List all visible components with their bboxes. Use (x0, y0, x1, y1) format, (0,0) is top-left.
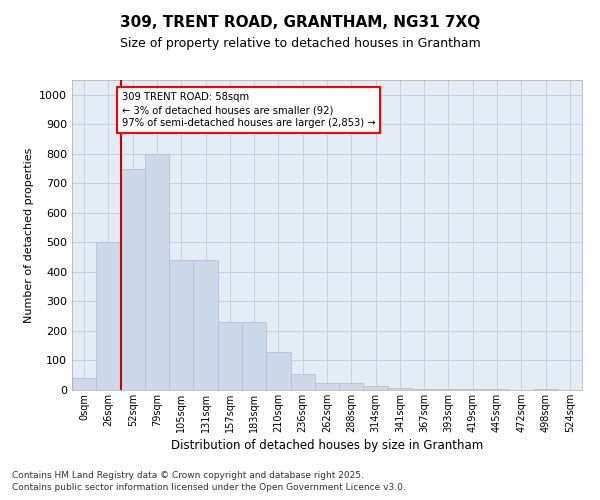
Bar (388, 388, 412, 390)
Text: 309 TRENT ROAD: 58sqm
← 3% of detached houses are smaller (92)
97% of semi-detac: 309 TRENT ROAD: 58sqm ← 3% of detached h… (122, 92, 376, 128)
Bar (266, 352, 290, 390)
Text: Size of property relative to detached houses in Grantham: Size of property relative to detached ho… (119, 38, 481, 51)
Bar (339, 382, 364, 390)
Bar (364, 386, 388, 390)
Text: Contains HM Land Registry data © Crown copyright and database right 2025.: Contains HM Land Registry data © Crown c… (12, 471, 364, 480)
Bar (193, 260, 218, 390)
X-axis label: Distribution of detached houses by size in Grantham: Distribution of detached houses by size … (171, 439, 483, 452)
Bar (169, 260, 193, 390)
Text: 309, TRENT ROAD, GRANTHAM, NG31 7XQ: 309, TRENT ROAD, GRANTHAM, NG31 7XQ (120, 15, 480, 30)
Bar (121, 168, 145, 390)
Bar (436, 388, 461, 390)
Bar (145, 154, 169, 390)
Bar (533, 388, 558, 390)
Bar (242, 322, 266, 390)
Bar (315, 382, 339, 390)
Bar (218, 322, 242, 390)
Y-axis label: Number of detached properties: Number of detached properties (23, 148, 34, 322)
Bar (412, 388, 436, 390)
Bar (72, 378, 96, 390)
Bar (96, 242, 121, 390)
Bar (290, 374, 315, 390)
Text: Contains public sector information licensed under the Open Government Licence v3: Contains public sector information licen… (12, 484, 406, 492)
